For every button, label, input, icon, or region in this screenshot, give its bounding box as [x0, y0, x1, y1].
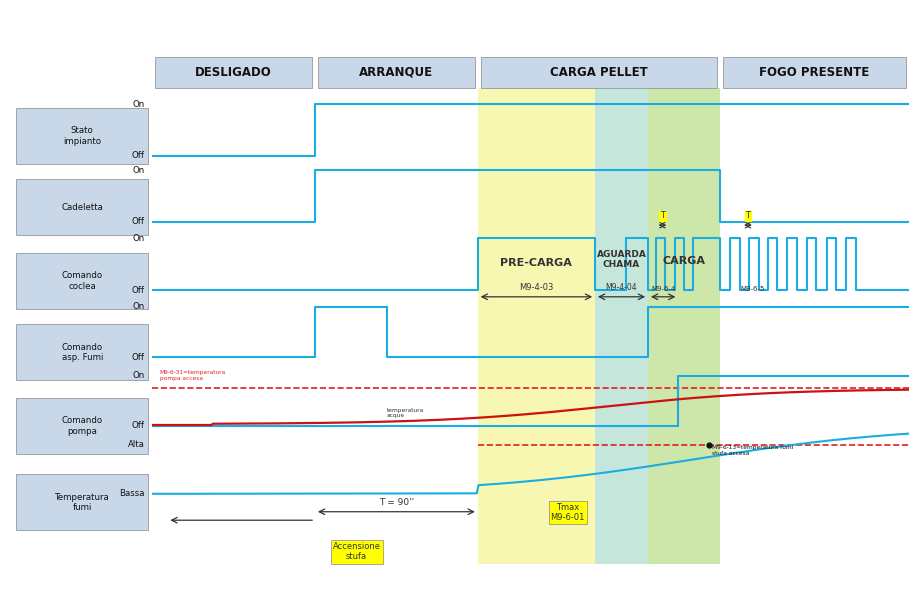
Text: On: On [133, 99, 145, 108]
Text: T: T [660, 211, 665, 221]
Text: On: On [133, 165, 145, 175]
Text: Stato
impianto: Stato impianto [63, 126, 102, 145]
Bar [595, 87, 648, 564]
Text: Off: Off [132, 218, 145, 227]
Text: AGUARDA
CHAMA: AGUARDA CHAMA [596, 250, 646, 269]
Text: M9-6-5: M9-6-5 [740, 285, 764, 291]
Text: Off: Off [132, 152, 145, 161]
Text: CARGA PELLET: CARGA PELLET [550, 65, 648, 79]
Text: Comando
coclea: Comando coclea [62, 271, 102, 291]
Bar [17, 108, 148, 164]
Text: T = 90'': T = 90'' [378, 499, 414, 507]
Text: Off: Off [132, 285, 145, 295]
Text: ARRANQUE: ARRANQUE [359, 65, 434, 79]
Bar [17, 253, 148, 309]
Text: Off: Off [132, 421, 145, 430]
Bar [17, 179, 148, 235]
Text: Comando
asp. Fumi: Comando asp. Fumi [62, 342, 102, 362]
Text: Bassa: Bassa [119, 489, 145, 498]
Text: M9-6-31=temperatura
pompa accesa: M9-6-31=temperatura pompa accesa [160, 370, 226, 381]
Text: CARGA: CARGA [663, 256, 705, 266]
Text: Alta: Alta [128, 441, 145, 449]
Text: Accensione
stufa: Accensione stufa [332, 542, 380, 562]
Bar [723, 57, 906, 87]
Text: M9-6-13=temperatura fumi
stufa accesa: M9-6-13=temperatura fumi stufa accesa [713, 445, 794, 456]
Text: M9-4-04: M9-4-04 [605, 282, 638, 291]
Text: Comando
pompa: Comando pompa [62, 416, 102, 436]
Text: DESLIGADO: DESLIGADO [196, 65, 272, 79]
Text: Cadeletta: Cadeletta [61, 203, 103, 211]
Bar [478, 87, 595, 564]
Bar [17, 398, 148, 454]
Bar [648, 87, 720, 564]
Text: On: On [133, 234, 145, 243]
Text: temperatura
acque: temperatura acque [387, 408, 425, 418]
Bar [17, 474, 148, 530]
Bar [481, 57, 717, 87]
Text: PRE-CARGA: PRE-CARGA [500, 258, 572, 268]
Bar [155, 57, 312, 87]
Text: Temperatura
fumi: Temperatura fumi [54, 493, 110, 512]
Text: M9-6-4: M9-6-4 [651, 285, 676, 291]
Text: On: On [133, 302, 145, 311]
Bar [17, 324, 148, 381]
Text: On: On [133, 371, 145, 381]
Text: Off: Off [132, 353, 145, 362]
Text: T: T [746, 211, 750, 221]
Text: Tmax
M9-6-01: Tmax M9-6-01 [551, 503, 585, 522]
Text: M9-4-03: M9-4-03 [520, 282, 554, 291]
Text: FOGO PRESENTE: FOGO PRESENTE [760, 65, 869, 79]
Bar [318, 57, 474, 87]
